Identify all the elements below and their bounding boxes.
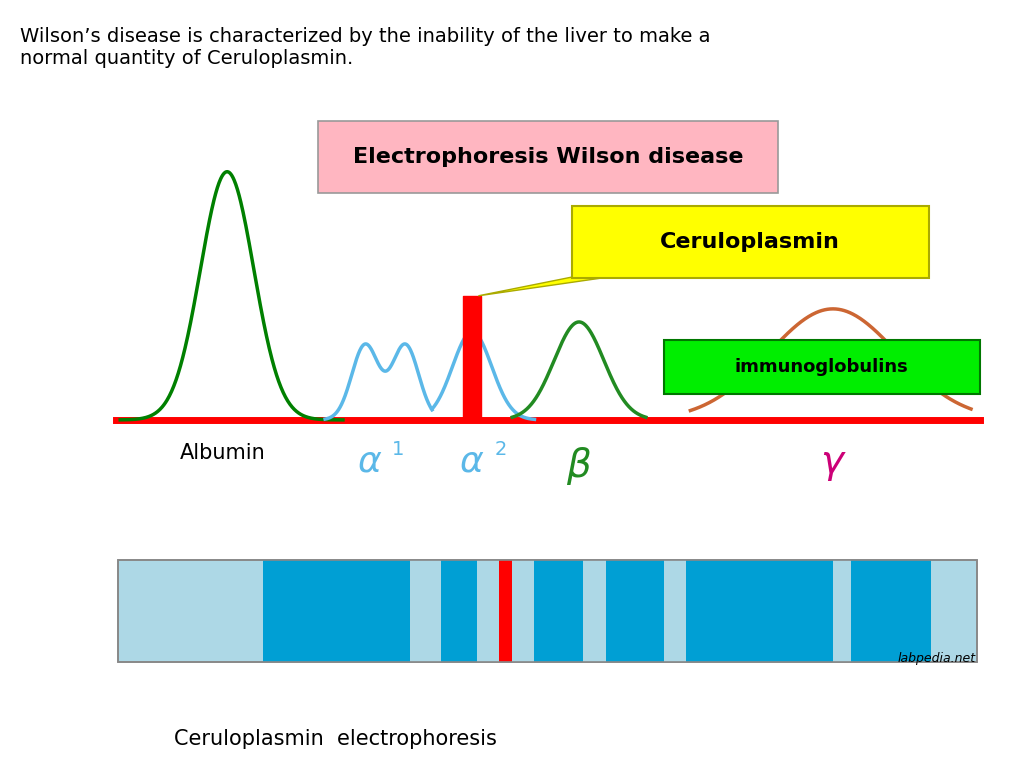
Bar	[606, 561, 664, 661]
Text: 2: 2	[495, 439, 507, 458]
Text: Albumin: Albumin	[180, 443, 265, 463]
Text: 1: 1	[392, 439, 404, 458]
Bar	[584, 561, 606, 661]
Bar	[499, 561, 512, 661]
Bar	[119, 561, 977, 661]
Text: $\beta$: $\beta$	[566, 445, 592, 487]
Bar	[833, 561, 851, 661]
Bar	[512, 561, 535, 661]
FancyBboxPatch shape	[571, 206, 929, 278]
Bar	[410, 561, 441, 661]
Text: Wilson’s disease is characterized by the inability of the liver to make a
normal: Wilson’s disease is characterized by the…	[20, 27, 711, 68]
Bar	[441, 561, 476, 661]
Bar	[535, 561, 584, 661]
Bar	[664, 561, 686, 661]
Bar	[476, 561, 499, 661]
Bar	[686, 561, 833, 661]
Bar	[119, 561, 977, 661]
Text: $\alpha$: $\alpha$	[460, 445, 484, 478]
Text: $\alpha$: $\alpha$	[357, 445, 382, 478]
Bar	[851, 561, 931, 661]
Text: Ceruloplasmin: Ceruloplasmin	[660, 232, 840, 252]
Text: Ceruloplasmin  electrophoresis: Ceruloplasmin electrophoresis	[174, 729, 497, 749]
Text: labpedia.net: labpedia.net	[897, 652, 976, 665]
FancyBboxPatch shape	[318, 121, 777, 194]
Polygon shape	[478, 273, 637, 296]
Bar	[263, 561, 410, 661]
Text: immunoglobulins: immunoglobulins	[734, 358, 908, 376]
FancyBboxPatch shape	[664, 340, 980, 394]
Text: $\gamma$: $\gamma$	[819, 445, 846, 483]
Text: Electrophoresis Wilson disease: Electrophoresis Wilson disease	[352, 147, 743, 167]
